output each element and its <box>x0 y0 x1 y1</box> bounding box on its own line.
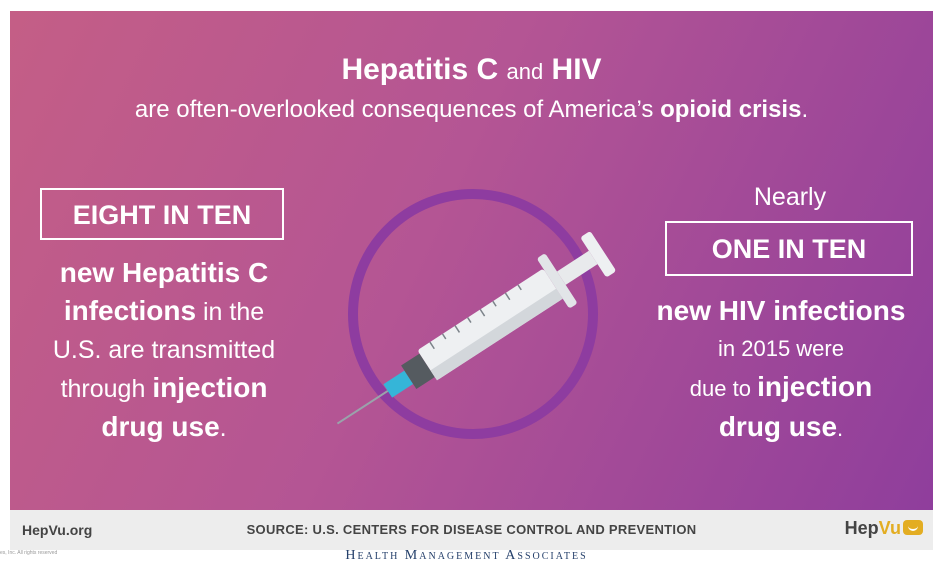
left-line-5-end: . <box>219 414 227 442</box>
title: Hepatitis C and HIV <box>10 53 933 87</box>
syringe-icon <box>336 231 616 425</box>
left-line-5-bold: drug use <box>101 411 220 442</box>
logo-vu: Vu <box>878 518 901 538</box>
one-in-ten-box: ONE IN TEN <box>665 221 913 276</box>
right-line-1: new HIV infections <box>656 295 906 326</box>
syringe-circle <box>348 189 598 439</box>
nearly-label: Nearly <box>753 183 827 211</box>
title-hepc: Hepatitis C <box>341 53 499 86</box>
title-hiv: HIV <box>551 53 602 86</box>
right-line-4: drug use. <box>633 408 929 448</box>
right-line-4-bold: drug use <box>718 411 838 442</box>
right-line-2: in 2015 were <box>718 336 844 361</box>
hma-brand: Health Management Associates <box>345 548 588 563</box>
subtitle-bold: opioid crisis <box>660 96 802 123</box>
logo-hep: Hep <box>844 518 879 538</box>
left-line-2: infections in the <box>20 292 308 331</box>
right-line-3-pre: due to <box>689 376 751 401</box>
hepvu-logo: HepVu <box>845 518 923 539</box>
left-line-5: drug use. <box>20 408 308 447</box>
infographic-panel: Hepatitis C and HIV are often-overlooked… <box>10 11 933 510</box>
footer-site: HepVu.org <box>22 522 93 538</box>
left-line-1: new Hepatitis C <box>59 257 269 288</box>
left-line-4: through injection <box>20 369 308 408</box>
footer-bar: HepVu.org SOURCE: U.S. CENTERS FOR DISEA… <box>10 510 933 550</box>
subtitle: are often-overlooked consequences of Ame… <box>10 96 933 124</box>
right-line-3-bold: injection <box>757 371 873 402</box>
left-line-2-bold: infections <box>63 295 197 326</box>
right-stat-text: new HIV infections in 2015 were due to i… <box>633 292 929 448</box>
eight-in-ten-box: EIGHT IN TEN <box>40 188 284 240</box>
copyright-text: es, Inc. All rights reserved <box>0 550 58 556</box>
left-line-4-pre: through <box>60 375 146 403</box>
subtitle-period: . <box>801 96 809 123</box>
subtitle-text: are often-overlooked consequences of Ame… <box>134 96 654 123</box>
title-and: and <box>506 59 544 84</box>
speech-bubble-icon <box>903 520 923 535</box>
left-line-2-rest: in the <box>203 298 265 326</box>
footer-source: SOURCE: U.S. CENTERS FOR DISEASE CONTROL… <box>246 522 697 537</box>
right-line-3: due to injection <box>633 368 929 408</box>
left-stat-text: new Hepatitis C infections in the U.S. a… <box>20 254 308 447</box>
left-line-4-bold: injection <box>152 372 268 403</box>
left-line-3: U.S. are transmitted <box>52 336 276 364</box>
right-line-4-end: . <box>837 416 844 441</box>
